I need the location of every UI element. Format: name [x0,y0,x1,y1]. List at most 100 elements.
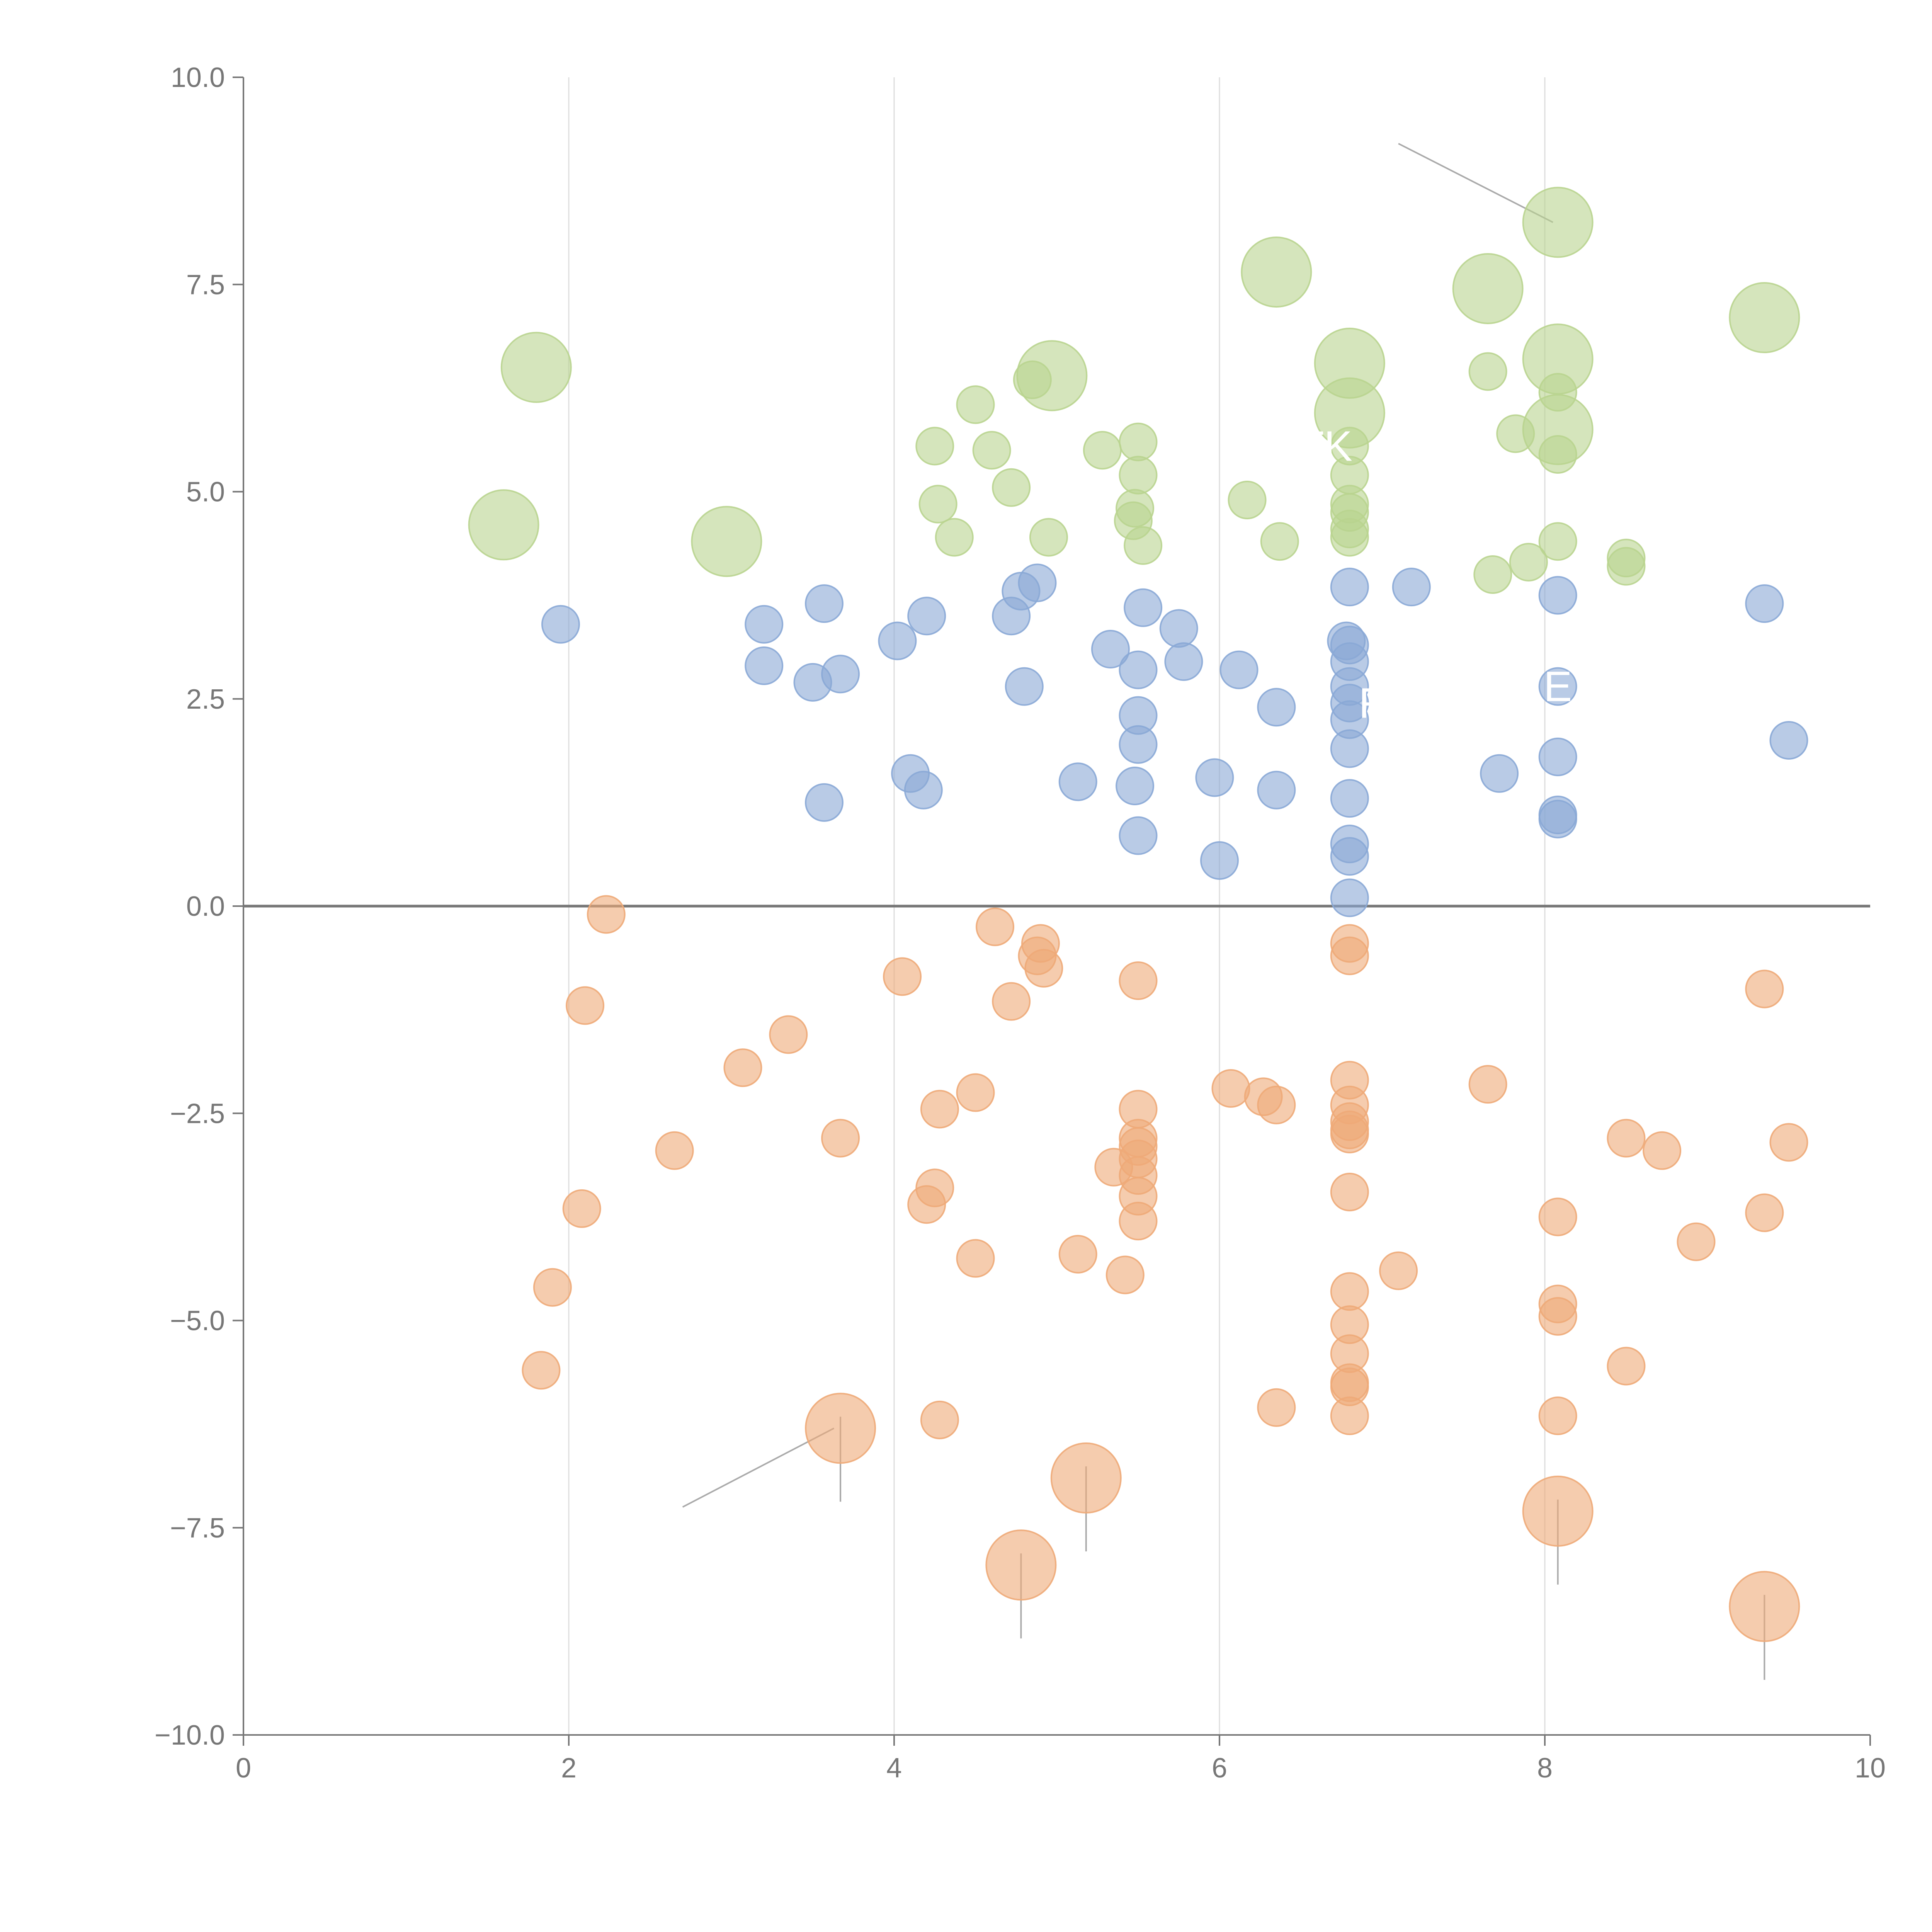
green-data-point [468,489,539,561]
green-data-point [1522,187,1594,258]
x-tick-label: 10 [1855,1753,1886,1784]
orange-data-point [956,1073,995,1112]
orange-data-point [821,1119,860,1158]
orange-data-point [566,986,605,1025]
blue-data-point [907,597,946,636]
blue-data-point [804,783,844,822]
green-data-point [1124,526,1163,565]
blue-data-point [878,621,917,660]
green-data-point [1013,360,1052,399]
green-data-point [1119,456,1158,495]
orange-data-point [1468,1065,1507,1104]
blue-data-point [745,646,784,685]
blue-data-point [1330,568,1369,607]
green-data-point [691,506,762,577]
green-data-point [992,468,1031,507]
orange-data-point [522,1351,561,1390]
point-annotation-label: E [1544,663,1572,711]
orange-data-point [1211,1069,1250,1108]
green-data-point [1452,253,1524,324]
orange-data-point [723,1048,762,1087]
y-tick-label: −5.0 [170,1306,225,1337]
orange-data-point [1024,949,1063,988]
orange-data-point [976,907,1015,946]
blue-data-point [1330,729,1369,768]
blue-data-point [1018,563,1057,602]
green-data-point [1496,414,1535,453]
orange-data-point [1330,1114,1369,1153]
y-tick-label: 10.0 [171,62,225,93]
blue-data-point [1330,837,1369,876]
green-data-point [956,385,995,424]
orange-data-point [1257,1085,1296,1124]
blue-data-point [1392,568,1431,607]
blue-data-point [1005,667,1044,706]
blue-data-point [1538,667,1577,706]
orange-data-point [1522,1475,1594,1547]
green-data-point [1029,518,1068,557]
green-data-point [1228,480,1267,519]
blue-data-point [1330,878,1369,917]
green-data-point [1330,518,1369,557]
green-data-point [935,518,974,557]
orange-data-point [1330,936,1369,975]
blue-data-point [1200,841,1239,880]
annotation-labels: TK R E [1298,423,1572,727]
orange-data-point [769,1015,808,1054]
orange-data-point [562,1189,601,1228]
x-tick-label: 8 [1537,1753,1553,1784]
green-data-point [500,332,572,403]
blue-data-point [1480,754,1519,793]
point-annotation-label: TK [1298,423,1352,470]
y-tick-label: 0.0 [186,891,225,922]
orange-data-point [1643,1131,1682,1170]
blue-data-point [804,584,844,623]
green-data-point [1241,236,1312,308]
orange-data-point [956,1239,995,1278]
point-annotation-label: R [1359,679,1389,727]
blue-data-point [1119,725,1158,764]
orange-data-point [1330,1272,1369,1311]
y-tick-label: −10.0 [155,1720,225,1751]
blue-data-point [1119,816,1158,855]
blue-data-point [1745,584,1784,623]
orange-data-point [587,895,626,934]
blue-data-point [1116,766,1155,805]
orange-data-point [1769,1123,1808,1162]
blue-data-point [1257,688,1296,727]
axes: −10.0 −7.5 −5.0 −2.5 0.0 2.5 5.0 7.5 10.0 0 2 4 6 8 10 [155,62,1886,1784]
x-tick-label: 2 [561,1753,577,1784]
green-data-point [1468,352,1507,391]
blue-data-point [1769,721,1808,760]
blue-data-point [1538,576,1577,615]
y-tick-label: 5.0 [186,477,225,508]
orange-data-point [1050,1442,1122,1514]
green-data-point [1473,555,1512,594]
blue-data-point [1538,737,1577,776]
orange-data-point [1257,1388,1296,1427]
orange-data-point [655,1131,694,1170]
blue-data-point [1159,609,1198,648]
x-tick-label: 6 [1212,1753,1227,1784]
green-data-point [915,427,954,466]
orange-data-point [1058,1235,1097,1274]
orange-data-point [1379,1251,1418,1290]
orange-data-point [805,1393,876,1464]
orange-data-point [883,957,922,996]
blue-data-point [541,605,580,644]
annotation-leaders [507,143,1788,1680]
orange-data-point [533,1268,572,1307]
blue-data-point [904,770,943,810]
green-data-point [1083,431,1122,470]
blue-data-point [1538,799,1577,838]
green-data-point [918,485,957,524]
orange-data-point [1607,1347,1646,1386]
orange-data-point [907,1185,946,1224]
y-tick-label: −2.5 [170,1098,225,1129]
blue-data-point [1091,630,1130,669]
green-data-point [1260,522,1299,561]
orange-data-point [1745,969,1784,1009]
orange-data-point [1119,1202,1158,1241]
orange-data-point [1677,1222,1716,1261]
